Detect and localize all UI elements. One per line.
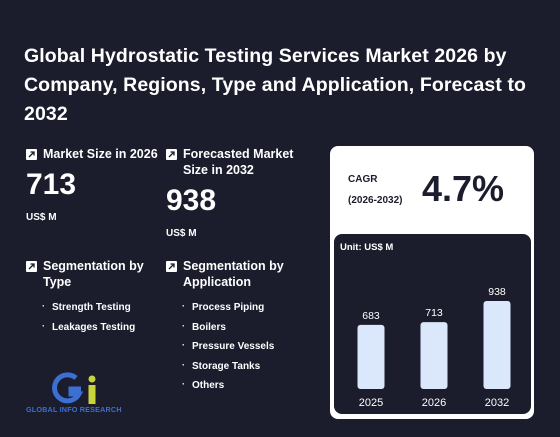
chart-svg: 683 2025 713 2026 938 2032 — [357, 286, 511, 409]
market-size-unit: US$ M — [26, 212, 57, 223]
bar-value-label: 713 — [425, 307, 443, 319]
bar-2025 — [357, 324, 385, 389]
market-size-label: Market Size in 2026 — [43, 147, 158, 161]
global-info-research-logo: GLOBAL INFO RESEARCH — [26, 372, 136, 417]
trend-arrow-icon — [166, 261, 177, 272]
bullet-icon: · — [182, 379, 185, 389]
category-label: 2025 — [359, 397, 383, 409]
forecast-label: Forecasted Market Size in 2032 — [183, 147, 294, 177]
cagr-period: (2026-2032) — [348, 195, 403, 206]
list-item: · Others — [182, 376, 316, 396]
segmentation-type-block: Segmentation by Type · Strength Testing ·… — [26, 258, 156, 337]
bullet-icon: · — [42, 301, 45, 311]
bar-value-label: 683 — [362, 310, 380, 322]
bar-2032 — [483, 301, 511, 389]
trend-arrow-icon — [26, 149, 37, 160]
category-label: 2026 — [422, 397, 446, 409]
segmentation-type-label: Segmentation by Type — [43, 259, 144, 289]
list-item: · Storage Tanks — [182, 357, 316, 377]
chart-unit-label: Unit: US$ M — [340, 242, 394, 253]
bullet-icon: · — [182, 320, 185, 331]
logo-mark-icon — [52, 372, 96, 404]
list-item: · Pressure Vessels — [182, 337, 316, 357]
bar-chart: Unit: US$ M 683 2025 713 2026 938 2032 — [334, 234, 531, 414]
trend-arrow-icon — [166, 149, 177, 160]
forecast-value: 938 — [166, 184, 217, 217]
category-label: 2032 — [485, 397, 509, 409]
logo-text: GLOBAL INFO RESEARCH — [26, 405, 122, 414]
forecast-unit: US$ M — [166, 228, 197, 239]
bullet-icon: · — [182, 359, 185, 370]
page-title: Global Hydrostatic Testing Services Mark… — [24, 45, 527, 125]
application-list: · Process Piping · Boilers · Pressure Vesse… — [182, 298, 316, 396]
trend-arrow-icon — [26, 261, 37, 272]
cagr-label: CAGR — [348, 174, 378, 185]
type-list: · Strength Testing · Leakages Testing — [42, 298, 142, 337]
bullet-icon: · — [182, 301, 185, 311]
cagr-value: 4.7% — [422, 168, 505, 209]
cagr-panel: CAGR (2026-2032) 4.7% Unit: US$ M 683 202… — [330, 146, 534, 419]
market-size-block: Market Size in 2026 713 US$ M — [26, 146, 166, 223]
segmentation-application-label: Segmentation by Application — [183, 259, 284, 289]
bar-value-label: 938 — [488, 286, 506, 298]
forecast-block: Forecasted Market Size in 2032 938 US$ M — [166, 146, 316, 239]
list-item: · Leakages Testing — [42, 318, 142, 338]
bar-2026 — [420, 322, 448, 389]
list-item: · Strength Testing — [42, 298, 142, 318]
segmentation-application-block: Segmentation by Application · Process Pip… — [166, 258, 316, 396]
market-size-value: 713 — [26, 168, 77, 201]
list-item: · Process Piping — [182, 298, 316, 318]
list-item: · Boilers — [182, 318, 316, 338]
bullet-icon: · — [42, 320, 45, 331]
bullet-icon: · — [182, 340, 185, 350]
